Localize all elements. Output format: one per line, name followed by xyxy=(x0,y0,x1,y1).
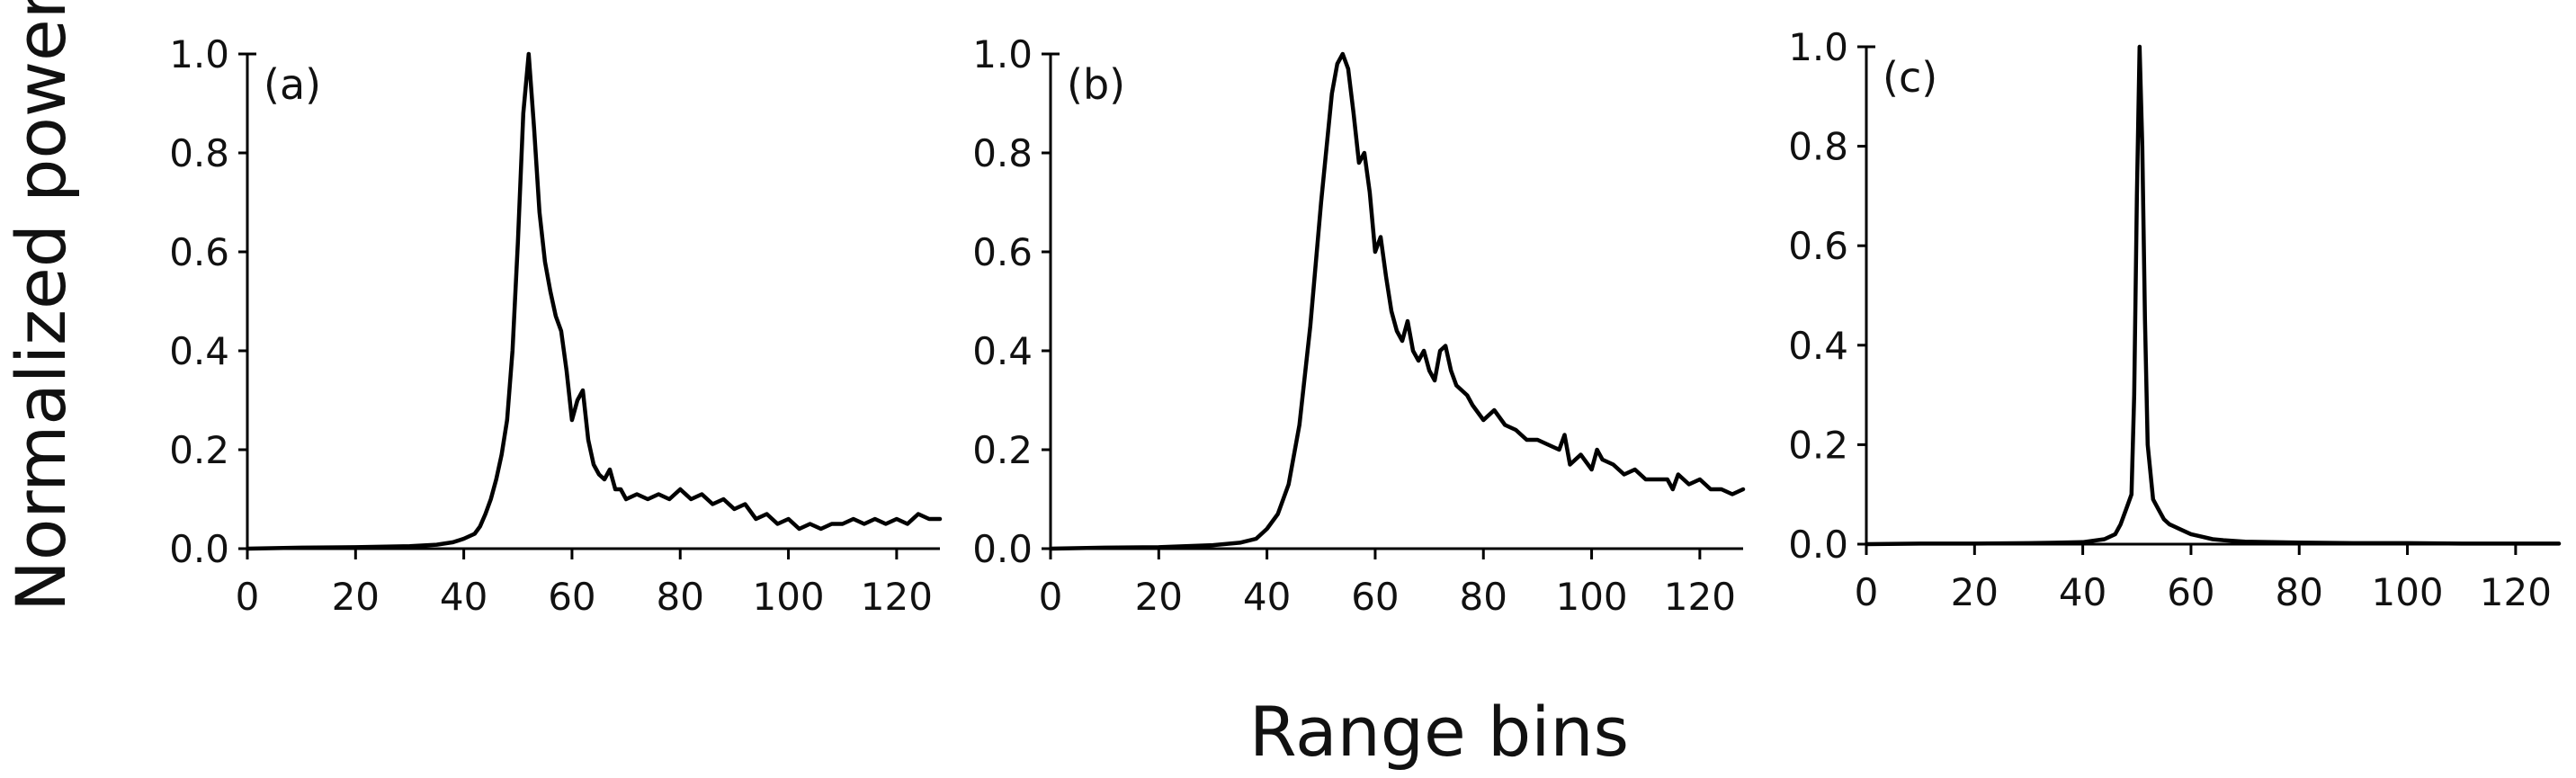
axes-frame xyxy=(246,54,940,550)
x-tick-label: 100 xyxy=(1555,575,1627,619)
panel-label: (b) xyxy=(1067,60,1125,109)
series-line xyxy=(245,51,943,551)
y-tick-label: 0.4 xyxy=(169,329,229,373)
y-tick-label: 0.8 xyxy=(169,131,229,175)
x-tick-label: 120 xyxy=(1664,575,1736,619)
x-tick-label: 40 xyxy=(440,575,487,619)
x-tick-label: 60 xyxy=(1351,575,1399,619)
x-tick-label: 40 xyxy=(2059,570,2106,614)
y-tick-label: 0.0 xyxy=(1788,523,1848,567)
y-tick-label: 1.0 xyxy=(169,32,229,76)
x-tick-label: 60 xyxy=(548,575,595,619)
panel-label: (c) xyxy=(1883,53,1937,102)
x-tick-label: 100 xyxy=(752,575,824,619)
y-tick-label: 0.8 xyxy=(1788,125,1848,169)
y-tick-label: 0.2 xyxy=(169,428,229,472)
y-tick-label: 0.6 xyxy=(169,230,229,274)
x-tick-label: 0 xyxy=(1855,570,1879,614)
y-tick-label: 0.2 xyxy=(1788,423,1848,467)
y-tick-label: 1.0 xyxy=(972,32,1033,76)
y-tick-label: 0.8 xyxy=(972,131,1033,175)
y-tick-label: 0.4 xyxy=(1788,324,1848,368)
y-tick-label: 0.0 xyxy=(972,527,1033,571)
y-tick-label: 1.0 xyxy=(1788,25,1848,69)
axes-frame xyxy=(1865,47,2559,546)
x-tick-label: 100 xyxy=(2371,570,2443,614)
x-tick-label: 40 xyxy=(1243,575,1291,619)
x-tick-label: 80 xyxy=(1460,575,1507,619)
panel-label: (a) xyxy=(264,60,321,109)
chart-panels: 0.00.20.40.60.81.00 20 40 60 80 100 120(a)0.00… xyxy=(169,25,2562,619)
chart-panel-3: 0.0 0.2 0.4 0.6 0.8 1.0 0 20 40 60 80 100 120 (c) xyxy=(1788,25,2562,614)
x-axis-title: Range bins xyxy=(1249,692,1629,772)
x-tick-label: 60 xyxy=(2167,570,2214,614)
x-tick-label: 0 xyxy=(1039,575,1063,619)
series-line xyxy=(1048,51,1746,551)
chart-panel-2: 0.0 0.2 0.4 0.6 0.8 1.0 0 20 40 60 80 100 120 (b) xyxy=(972,32,1746,619)
x-tick-label: 0 xyxy=(236,575,260,619)
x-tick-label: 120 xyxy=(861,575,933,619)
y-tick-label: 0.6 xyxy=(972,230,1033,274)
x-tick-label: 20 xyxy=(1951,570,1999,614)
y-tick-label: 0.0 xyxy=(169,527,229,571)
y-tick-label: 0.2 xyxy=(972,428,1033,472)
x-tick-label: 80 xyxy=(657,575,704,619)
series-line xyxy=(1864,44,2562,547)
x-tick-label: 80 xyxy=(2276,570,2323,614)
x-tick-label: 120 xyxy=(2480,570,2552,614)
chart-panel-1: 0.0 0.2 0.4 0.6 0.8 1.0 0 20 40 60 80 100 120 (a) xyxy=(169,32,943,619)
y-tick-label: 0.4 xyxy=(972,329,1033,373)
x-tick-label: 20 xyxy=(332,575,380,619)
x-tick-label: 20 xyxy=(1135,575,1183,619)
y-axis-title: Normalized power xyxy=(1,0,81,612)
y-tick-label: 0.6 xyxy=(1788,224,1848,268)
